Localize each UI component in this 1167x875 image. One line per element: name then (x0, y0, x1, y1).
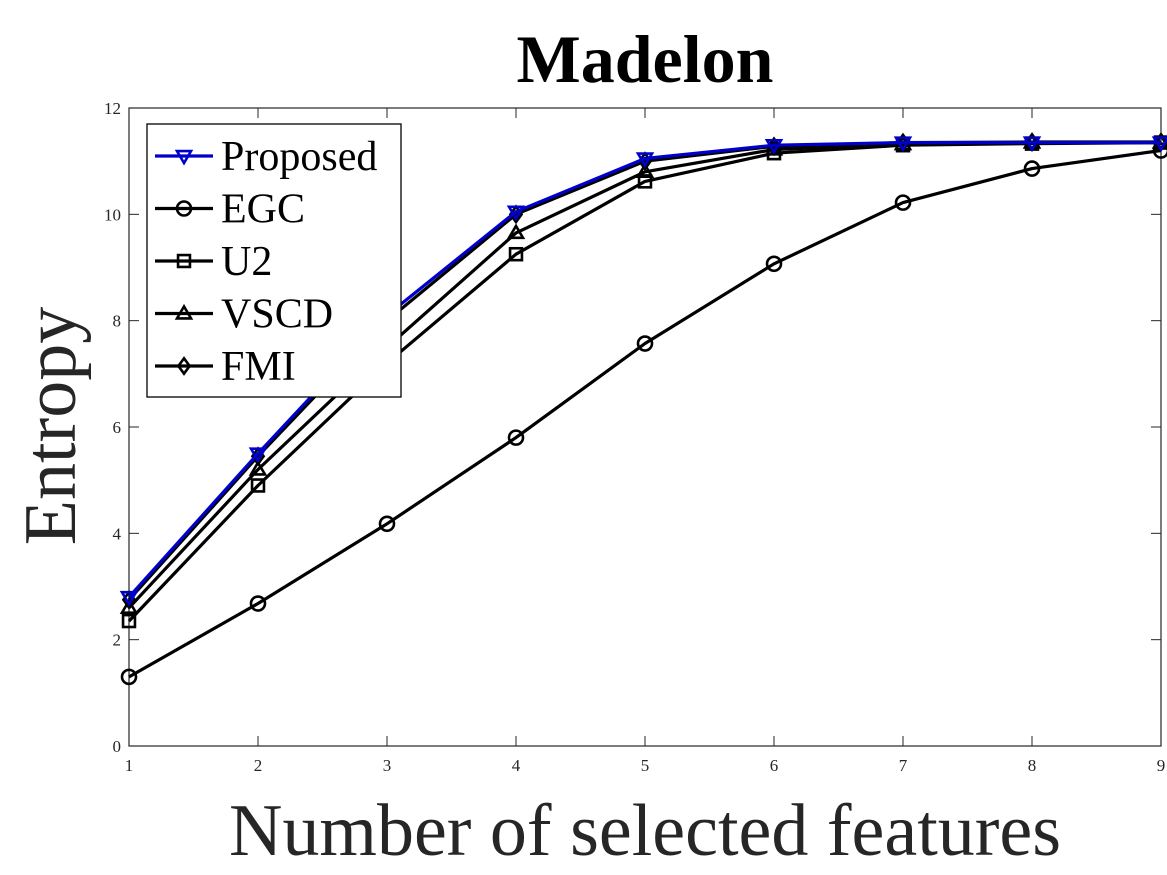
data-point (635, 152, 655, 169)
data-point (249, 595, 267, 612)
legend-marker (175, 200, 193, 217)
y-axis-label: Entropy (10, 307, 92, 545)
x-tick-label: 6 (770, 756, 779, 775)
data-point (120, 668, 138, 686)
legend-label: U2 (221, 239, 272, 285)
data-point (1022, 136, 1042, 153)
series-egc (120, 142, 1167, 686)
x-tick-label: 9 (1157, 756, 1166, 775)
legend-item-u2: U2 (155, 239, 272, 285)
series-line (127, 141, 1161, 599)
x-axis-label: Number of selected features (229, 790, 1061, 872)
y-tick-label: 6 (113, 418, 122, 437)
data-point (635, 162, 655, 178)
data-point (893, 136, 913, 153)
data-point (765, 255, 783, 273)
y-tick-label: 0 (113, 737, 122, 756)
x-tick-label: 1 (125, 756, 134, 775)
y-tick-label: 2 (113, 631, 122, 650)
data-point (378, 515, 396, 533)
legend-item-proposed: Proposed (155, 134, 377, 180)
data-point (636, 335, 654, 352)
data-point (506, 205, 526, 222)
data-point (250, 478, 266, 493)
y-tick-label: 12 (104, 99, 121, 118)
data-point (1023, 160, 1041, 177)
data-point (248, 459, 268, 476)
x-tick-label: 7 (899, 756, 908, 775)
data-point (506, 223, 526, 240)
legend-label: Proposed (221, 134, 377, 180)
data-point (248, 447, 268, 464)
data-point (894, 194, 912, 211)
y-tick-label: 4 (113, 524, 122, 543)
legend-label: VSCD (221, 292, 333, 338)
chart-title: Madelon (517, 21, 774, 97)
legend-marker (174, 303, 194, 320)
legend-marker (176, 356, 192, 376)
legend-item-vscd: VSCD (155, 292, 333, 338)
x-tick-label: 3 (383, 756, 392, 775)
data-point (119, 590, 139, 607)
legend-marker (176, 253, 192, 269)
data-point (764, 139, 784, 155)
legend-label: FMI (221, 344, 296, 390)
x-tick-label: 2 (254, 756, 263, 775)
y-tick-label: 8 (113, 312, 122, 331)
data-point (508, 246, 524, 262)
data-point (507, 429, 525, 446)
legend-marker (174, 149, 194, 166)
legend-label: EGC (221, 187, 305, 233)
x-tick-label: 5 (641, 756, 650, 775)
data-point (119, 598, 139, 614)
series-layer (119, 132, 1167, 686)
data-point (121, 613, 137, 629)
legend-item-fmi: FMI (155, 344, 296, 390)
legend: Proposed EGC U2 VSCD FMI (146, 123, 402, 398)
data-point (1151, 136, 1167, 153)
series-line (128, 148, 1162, 679)
x-tick-label: 8 (1028, 756, 1037, 775)
y-tick-label: 10 (104, 205, 121, 224)
x-tick-label: 4 (512, 756, 521, 775)
legend-item-egc: EGC (155, 187, 305, 233)
